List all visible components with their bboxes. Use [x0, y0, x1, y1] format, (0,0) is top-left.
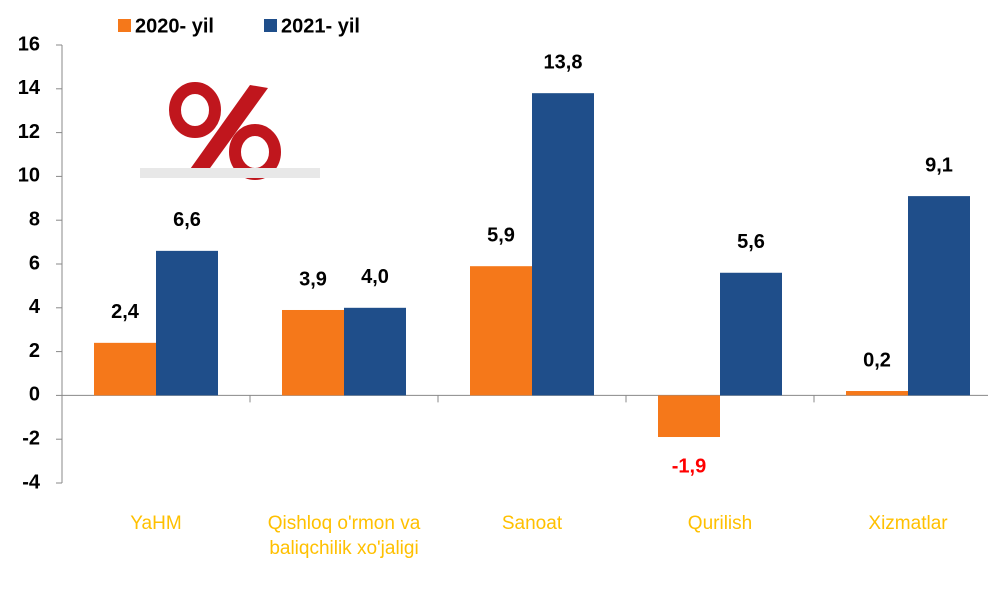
- bar: [344, 308, 406, 396]
- y-tick-label: 10: [18, 165, 40, 187]
- x-tick-label: Xizmatlar: [823, 511, 990, 536]
- value-label: 3,9: [299, 268, 327, 290]
- bar: [658, 395, 720, 437]
- bar: [470, 266, 532, 395]
- x-tick-label: YaHM: [71, 511, 241, 536]
- bar: [720, 273, 782, 396]
- value-label: 2,4: [111, 301, 140, 323]
- value-label: 13,8: [544, 51, 583, 73]
- bar: [94, 343, 156, 396]
- percent-icon: [140, 85, 320, 178]
- x-tick-label: Qurilish: [635, 511, 805, 536]
- value-label: 6,6: [173, 209, 201, 231]
- bar: [908, 196, 970, 395]
- chart: -4 -2 0 2 4 6 8 10 12 14 16 2020- yil 2021- yil 2,4 6,…: [0, 0, 990, 599]
- y-tick-label: 14: [18, 77, 41, 99]
- y-tick-label: 2: [29, 340, 40, 362]
- bar: [846, 391, 908, 395]
- bar: [532, 93, 594, 395]
- value-label: 5,9: [487, 224, 515, 246]
- y-tick-label: -4: [22, 471, 41, 493]
- y-tick-label: 12: [18, 121, 40, 143]
- y-tick-label: 6: [29, 252, 40, 274]
- y-tick-label: -2: [22, 427, 40, 449]
- y-tick-label: 16: [18, 33, 40, 55]
- bar: [282, 310, 344, 395]
- y-tick-label: 4: [29, 296, 41, 318]
- y-tick-label: 0: [29, 384, 40, 406]
- y-tick-label: 8: [29, 208, 40, 230]
- legend-swatch: [118, 19, 131, 32]
- legend-label: 2021- yil: [281, 15, 360, 37]
- value-label: -1,9: [672, 455, 706, 477]
- value-label: 0,2: [863, 349, 891, 371]
- legend-label: 2020- yil: [135, 15, 214, 37]
- page: {"chart_data": {"type": "bar", "categori…: [0, 0, 990, 599]
- legend-swatch: [264, 19, 277, 32]
- value-label: 5,6: [737, 231, 765, 253]
- x-tick-label: Qishloq o'rmon va baliqchilik xo'jaligi: [259, 511, 429, 561]
- value-label: 9,1: [925, 154, 953, 176]
- x-tick-label: Sanoat: [447, 511, 617, 536]
- value-label: 4,0: [361, 266, 389, 288]
- bar: [156, 251, 218, 396]
